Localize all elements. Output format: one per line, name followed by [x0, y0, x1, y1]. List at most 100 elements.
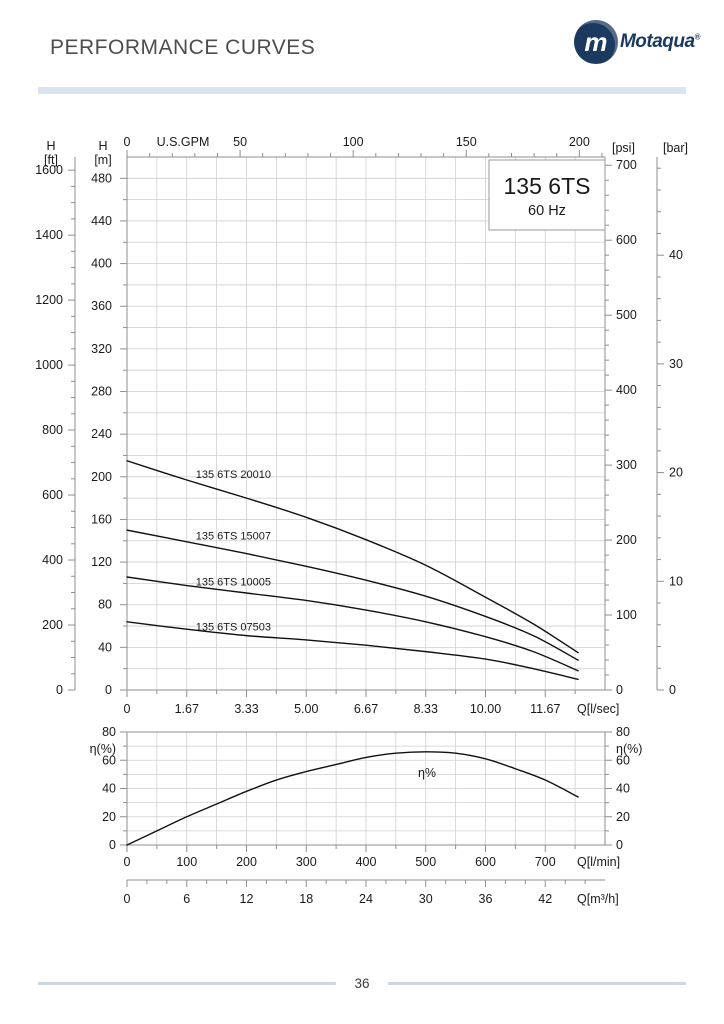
- svg-text:400: 400: [91, 257, 112, 271]
- svg-text:[m]: [m]: [94, 153, 111, 167]
- svg-text:700: 700: [535, 855, 556, 869]
- svg-text:300: 300: [296, 855, 317, 869]
- svg-text:700: 700: [616, 158, 637, 172]
- svg-text:0: 0: [109, 838, 116, 852]
- eta-grid: [127, 732, 605, 845]
- curve-135-6ts-10005: 135 6TS 10005: [126, 576, 579, 672]
- svg-text:50: 50: [233, 135, 247, 149]
- svg-text:6.67: 6.67: [354, 702, 378, 716]
- svg-text:0: 0: [616, 838, 623, 852]
- svg-text:0: 0: [124, 855, 131, 869]
- svg-text:10.00: 10.00: [470, 702, 501, 716]
- svg-text:Q[l/min]: Q[l/min]: [577, 855, 620, 869]
- svg-text:1400: 1400: [35, 228, 63, 242]
- svg-text:500: 500: [616, 308, 637, 322]
- main-grid: [127, 157, 605, 690]
- svg-text:0: 0: [56, 683, 63, 697]
- svg-text:[psi]: [psi]: [612, 141, 635, 155]
- svg-text:80: 80: [98, 598, 112, 612]
- svg-text:Q[m³/h]: Q[m³/h]: [577, 892, 619, 906]
- brand-logo: m Motaqua®: [573, 20, 701, 64]
- svg-text:0: 0: [124, 135, 131, 149]
- axis-q-m3h: 0 6 12 18 24 30 36 42 Q[m³/h]: [124, 879, 619, 906]
- svg-text:[ft]: [ft]: [44, 153, 58, 167]
- svg-text:0: 0: [124, 702, 131, 716]
- curve-efficiency: η%: [126, 751, 579, 846]
- curve-135-6ts-07503: 135 6TS 07503: [126, 621, 579, 681]
- svg-text:800: 800: [42, 423, 63, 437]
- axis-h-m: 0 40 80 120 160 200 240 280 320 360 400 440 480 H[m]: [91, 139, 127, 697]
- svg-text:280: 280: [91, 385, 112, 399]
- svg-text:1.67: 1.67: [175, 702, 199, 716]
- svg-text:600: 600: [616, 233, 637, 247]
- svg-text:11.67: 11.67: [530, 702, 560, 716]
- axis-q-lmin: 0 100 200 300 400 500 600 700 Q[l/min]: [124, 845, 620, 869]
- svg-text:U.S.GPM: U.S.GPM: [157, 135, 210, 149]
- svg-text:η%: η%: [418, 766, 436, 780]
- svg-text:1600: 1600: [35, 163, 63, 177]
- svg-text:100: 100: [343, 135, 364, 149]
- svg-text:120: 120: [91, 555, 112, 569]
- svg-text:18: 18: [299, 892, 313, 906]
- brand-name: Motaqua®: [619, 31, 701, 52]
- svg-text:300: 300: [616, 458, 637, 472]
- svg-text:135 6TS 10005: 135 6TS 10005: [196, 577, 271, 589]
- svg-text:440: 440: [91, 214, 112, 228]
- svg-text:20: 20: [669, 466, 683, 480]
- svg-text:240: 240: [91, 427, 112, 441]
- svg-text:24: 24: [359, 892, 373, 906]
- svg-text:135 6TS 07503: 135 6TS 07503: [196, 621, 271, 633]
- svg-text:5.00: 5.00: [294, 702, 318, 716]
- svg-text:80: 80: [616, 725, 630, 739]
- svg-text:200: 200: [42, 618, 63, 632]
- axis-psi: 0 100 200 300 400 500 600 700 [psi]: [605, 141, 637, 697]
- svg-text:0: 0: [124, 892, 131, 906]
- svg-text:200: 200: [91, 470, 112, 484]
- svg-text:Q[l/sec]: Q[l/sec]: [577, 702, 619, 716]
- svg-text:H: H: [46, 139, 55, 153]
- svg-text:360: 360: [91, 299, 112, 313]
- svg-text:10: 10: [669, 574, 683, 588]
- svg-text:600: 600: [42, 488, 63, 502]
- svg-text:60 Hz: 60 Hz: [528, 203, 566, 219]
- svg-text:200: 200: [569, 135, 590, 149]
- model-box: 135 6TS 60 Hz: [488, 159, 606, 231]
- svg-text:150: 150: [456, 135, 477, 149]
- svg-text:60: 60: [616, 753, 630, 767]
- page-number: 36: [354, 975, 370, 991]
- svg-text:η(%): η(%): [90, 742, 116, 756]
- svg-text:40: 40: [616, 782, 630, 796]
- brand-monogram-letter: m: [584, 27, 608, 57]
- svg-text:40: 40: [98, 640, 112, 654]
- svg-text:0: 0: [105, 683, 112, 697]
- axis-eta-right: 0 20 40 60 80 η(%): [605, 725, 642, 852]
- svg-text:[bar]: [bar]: [663, 141, 688, 155]
- svg-text:400: 400: [356, 855, 377, 869]
- svg-text:400: 400: [616, 383, 637, 397]
- svg-text:160: 160: [91, 512, 112, 526]
- svg-text:40: 40: [102, 782, 116, 796]
- svg-text:320: 320: [91, 342, 112, 356]
- svg-text:200: 200: [236, 855, 257, 869]
- axis-bar: 0 10 20 30 40 [bar]: [656, 141, 688, 697]
- svg-text:100: 100: [616, 608, 637, 622]
- svg-text:η(%): η(%): [616, 742, 642, 756]
- svg-text:0: 0: [616, 683, 623, 697]
- svg-text:0: 0: [669, 683, 676, 697]
- registered-mark: ®: [694, 32, 701, 42]
- footer-line-left: [38, 981, 337, 985]
- page-footer: 36: [38, 975, 686, 991]
- svg-text:200: 200: [616, 533, 637, 547]
- svg-text:30: 30: [669, 357, 683, 371]
- svg-text:1200: 1200: [35, 293, 63, 307]
- svg-text:500: 500: [415, 855, 436, 869]
- svg-text:40: 40: [669, 248, 683, 262]
- svg-text:135 6TS: 135 6TS: [504, 173, 591, 199]
- svg-text:135 6TS 15007: 135 6TS 15007: [196, 531, 271, 543]
- axis-eta-left: 0 20 40 60 80 η(%): [90, 725, 127, 852]
- svg-text:80: 80: [102, 725, 116, 739]
- svg-text:60: 60: [102, 753, 116, 767]
- header-divider: [38, 87, 686, 94]
- svg-text:100: 100: [176, 855, 197, 869]
